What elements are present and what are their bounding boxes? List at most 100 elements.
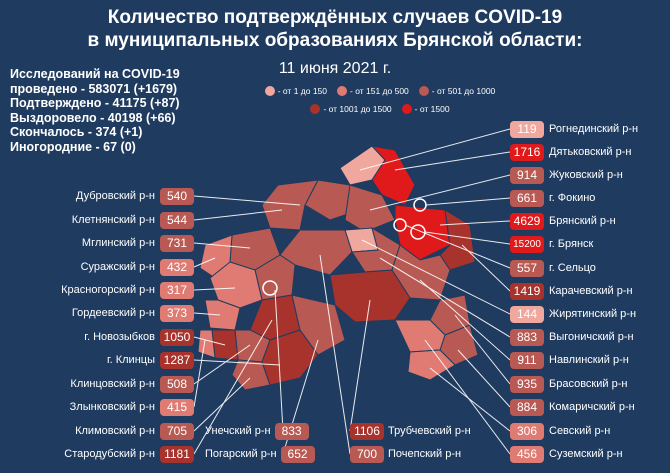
- district-row: 700 Почепский р-н: [350, 445, 461, 463]
- district-row: 911 Навлинский р-н: [510, 351, 629, 369]
- legend-label: - от 1500: [414, 104, 450, 114]
- district-name: Карачевский р-н: [549, 285, 633, 297]
- district-row: г. Клинцы 1287: [0, 351, 194, 369]
- district-row: Злынковский р-н 415: [0, 398, 194, 416]
- district-name: Жирятинский р-н: [549, 308, 637, 320]
- district-name: Дубровский р-н: [75, 190, 155, 202]
- district-value: 935: [510, 375, 544, 393]
- district-value: 1419: [510, 282, 544, 300]
- district-name: Выгоничский р-н: [549, 331, 634, 343]
- district-value: 661: [510, 189, 544, 207]
- district-row: 456 Суземский р-н: [510, 445, 623, 463]
- district-value: 884: [510, 398, 544, 416]
- stats-line: Иногородние - 67 (0): [10, 139, 136, 154]
- district-name: Стародубский р-н: [64, 448, 155, 460]
- district-row: Дубровский р-н 540: [0, 187, 194, 205]
- district-name: Жуковский р-н: [549, 169, 623, 181]
- district-name: Навлинский р-н: [549, 354, 629, 366]
- district-name: Рогнединский р-н: [549, 123, 639, 135]
- district-row: Клетнянский р-н 544: [0, 211, 194, 229]
- district-value: 557: [510, 259, 544, 277]
- district-name: Трубчевский р-н: [388, 425, 471, 437]
- legend-swatch: [264, 86, 275, 96]
- district-row: Красногорский р-н 317: [0, 281, 194, 299]
- district-row: Клинцовский р-н 508: [0, 375, 194, 393]
- district-row: 883 Выгоничский р-н: [510, 328, 634, 346]
- map-region-suzemka: [394, 319, 446, 353]
- district-value: 731: [160, 234, 194, 252]
- stats-block: Исследований на COVID-19 проведено - 583…: [10, 67, 180, 155]
- district-name: Клетнянский р-н: [71, 214, 155, 226]
- legend-item: - от 1 до 150: [264, 86, 327, 96]
- district-value: 883: [510, 328, 544, 346]
- district-name: Гордеевский р-н: [71, 307, 155, 319]
- district-name: Суражский р-н: [80, 261, 155, 273]
- district-name: Злынковский р-н: [69, 401, 155, 413]
- legend-item: - от 151 до 500: [337, 86, 409, 96]
- district-value: 4629: [510, 212, 544, 230]
- district-value: 1181: [160, 445, 194, 463]
- district-name: г. Брянск: [549, 238, 594, 250]
- district-value: 540: [160, 187, 194, 205]
- district-value: 432: [160, 258, 194, 276]
- map-region-sevsk: [407, 349, 456, 381]
- district-value: 1287: [160, 351, 194, 369]
- district-value: 306: [510, 422, 544, 440]
- district-value: 700: [350, 445, 384, 463]
- district-row: 119 Рогнединский р-н: [510, 120, 638, 138]
- district-row: 1716 Дятьковский р-н: [510, 143, 631, 161]
- district-name: Брянский р-н: [549, 215, 616, 227]
- stats-line: Скончалось - 374 (+1): [10, 125, 143, 140]
- stats-line: Исследований на COVID-19: [10, 67, 180, 81]
- title-line-2: в муниципальных образованиях Брянской об…: [87, 30, 583, 51]
- district-row: 884 Комаричский р-н: [510, 398, 635, 416]
- map-region-klintsy: [261, 329, 319, 386]
- district-value: 119: [510, 120, 544, 138]
- district-name: г. Клинцы: [106, 354, 155, 366]
- map-region-gordeevka: [204, 299, 241, 331]
- district-value: 1716: [510, 143, 544, 161]
- stats-line: Подтверждено - 41175 (+87): [10, 96, 180, 111]
- map-region-zlynka: [197, 329, 216, 359]
- legend-item: - от 1500: [401, 104, 450, 114]
- district-value: 544: [160, 211, 194, 229]
- district-value: 911: [510, 351, 544, 369]
- district-value: 1050: [160, 328, 194, 346]
- district-name: Дятьковский р-н: [549, 146, 632, 158]
- legend: - от 1 до 150 - от 151 до 500 - от 501 д…: [230, 86, 530, 122]
- district-value: 508: [160, 375, 194, 393]
- page-title: Количество подтверждённых случаев COVID-…: [0, 6, 670, 52]
- district-value: 415: [160, 398, 194, 416]
- district-name: Погарский р-н: [205, 448, 277, 460]
- district-name: Брасовский р-н: [549, 378, 628, 390]
- district-name: г. Фокино: [549, 192, 596, 204]
- legend-label: - от 151 до 500: [350, 86, 409, 96]
- district-value: 833: [274, 422, 309, 440]
- stats-line: Выздоровело - 40198 (+66): [10, 110, 176, 125]
- district-row: 4629 Брянский р-н: [510, 212, 616, 230]
- district-name: г. Сельцо: [549, 262, 596, 274]
- district-row: г. Новозыбков 1050: [0, 328, 194, 346]
- legend-item: - от 1001 до 1500: [310, 104, 392, 114]
- legend-swatch: [401, 104, 412, 114]
- report-date: 11 июня 2021 г.: [278, 60, 392, 77]
- district-row: Гордеевский р-н 373: [0, 304, 194, 322]
- district-row: 306 Севский р-н: [510, 422, 610, 440]
- district-value: 914: [510, 166, 544, 184]
- district-name: Унечский р-н: [205, 425, 271, 437]
- district-value: 456: [510, 445, 544, 463]
- district-row: 144 Жирятинский р-н: [510, 305, 636, 323]
- district-name: Красногорский р-н: [61, 284, 155, 296]
- district-name: Мглинский р-н: [81, 237, 155, 249]
- legend-label: - от 1001 до 1500: [323, 104, 392, 114]
- district-name: Суземский р-н: [549, 448, 623, 460]
- district-row: Суражский р-н 432: [0, 258, 194, 276]
- district-name: Клинцовский р-н: [70, 378, 155, 390]
- district-name: Комаричский р-н: [549, 401, 635, 413]
- district-name: Климовский р-н: [75, 425, 155, 437]
- map-region-klimovo: [231, 359, 271, 391]
- district-row: 15200 г. Брянск: [510, 235, 593, 253]
- district-value: 15200: [510, 235, 544, 253]
- district-row: Стародубский р-н 1181: [0, 445, 194, 463]
